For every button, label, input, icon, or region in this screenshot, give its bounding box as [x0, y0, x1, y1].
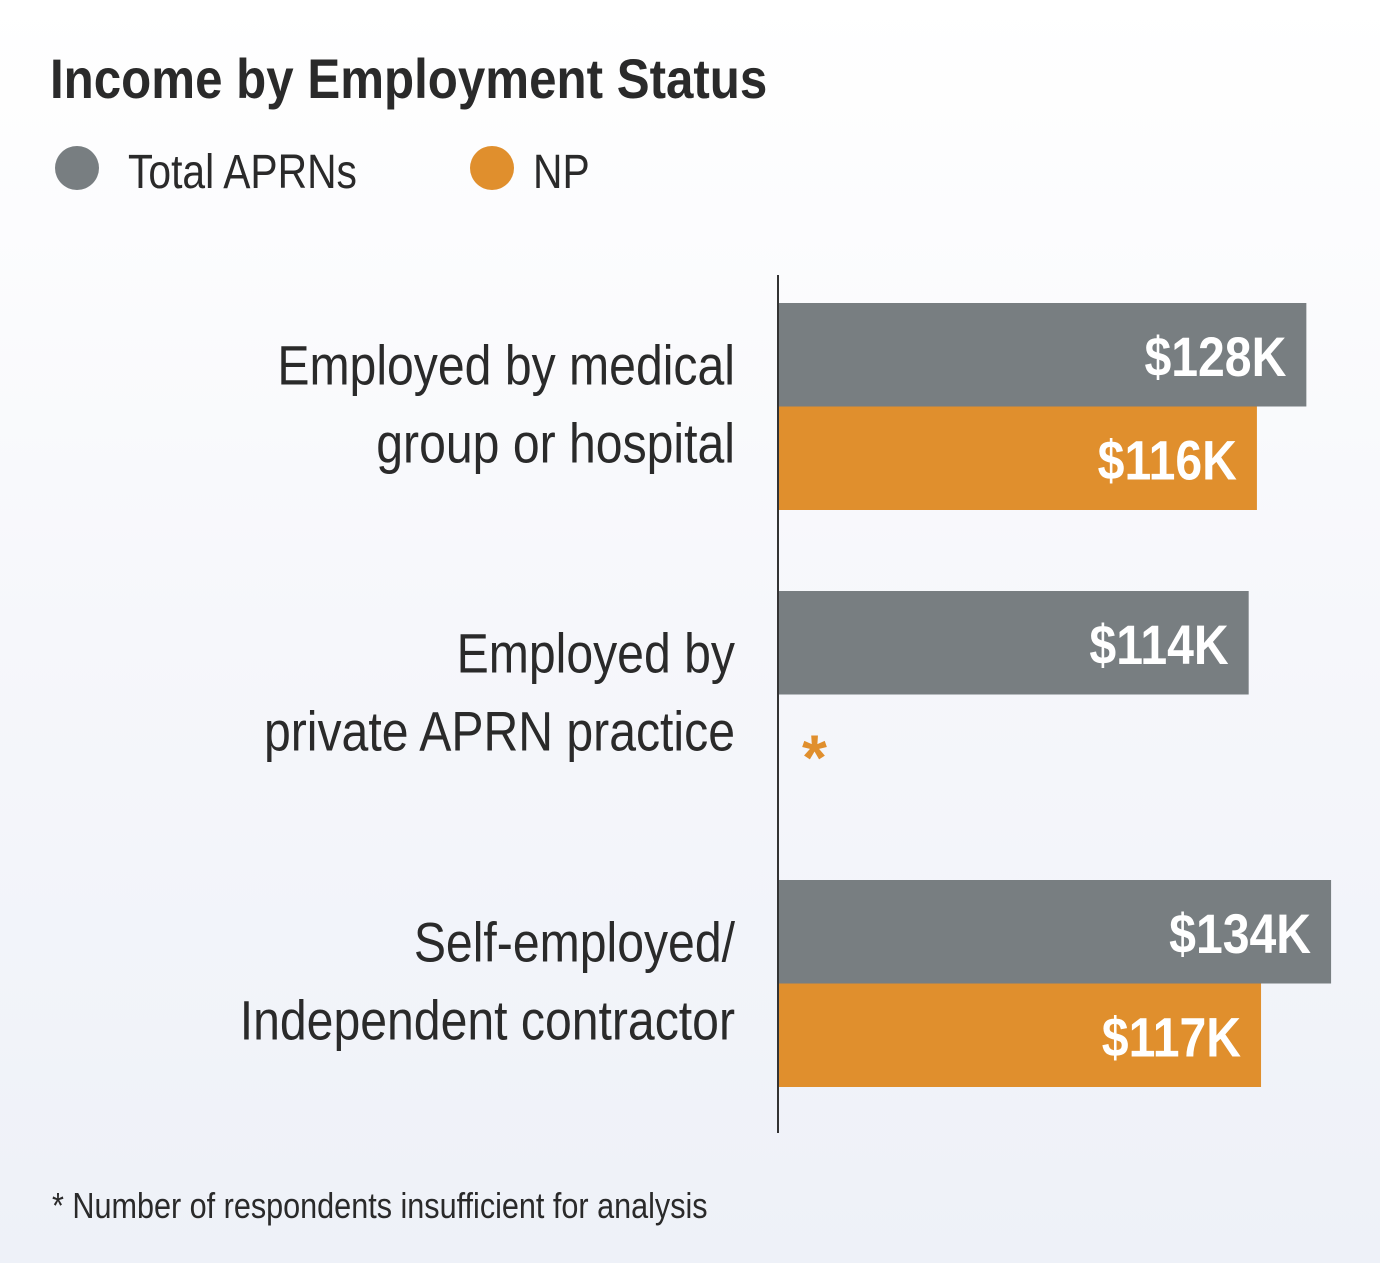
category-label: Employed by medical [277, 335, 735, 397]
legend-label-total-aprns: Total APRNs [128, 146, 357, 199]
footnote: * Number of respondents insufficient for… [52, 1187, 708, 1227]
chart-title: Income by Employment Status [50, 48, 767, 111]
data-label: $116K [1098, 430, 1238, 492]
category-label: group or hospital [376, 413, 735, 475]
data-label: $114K [1089, 615, 1229, 677]
legend-marker-total-aprns [55, 146, 99, 190]
category-label: Independent contractor [240, 990, 735, 1052]
category-labels: Employed by medical group or hospital Empl… [240, 335, 736, 1052]
category-label: private APRN practice [264, 701, 735, 763]
bar-total-aprns [779, 880, 1332, 984]
legend-label-np: NP [533, 146, 590, 199]
bar-np [779, 983, 1262, 1087]
bar-total-aprns [779, 303, 1307, 407]
bar-np [779, 406, 1257, 510]
data-label: $128K [1144, 327, 1286, 389]
legend-marker-np [470, 146, 514, 190]
data-label: $117K [1102, 1007, 1242, 1069]
missing-data-marker: * [802, 722, 827, 794]
category-label: Employed by [457, 623, 735, 685]
data-label: $134K [1169, 904, 1311, 966]
bar-total-aprns [779, 591, 1249, 695]
category-label: Self-employed/ [414, 912, 736, 974]
legend: Total APRNs NP [55, 146, 590, 199]
bars: $128K $116K $114K * $134K $117K [779, 303, 1332, 1087]
